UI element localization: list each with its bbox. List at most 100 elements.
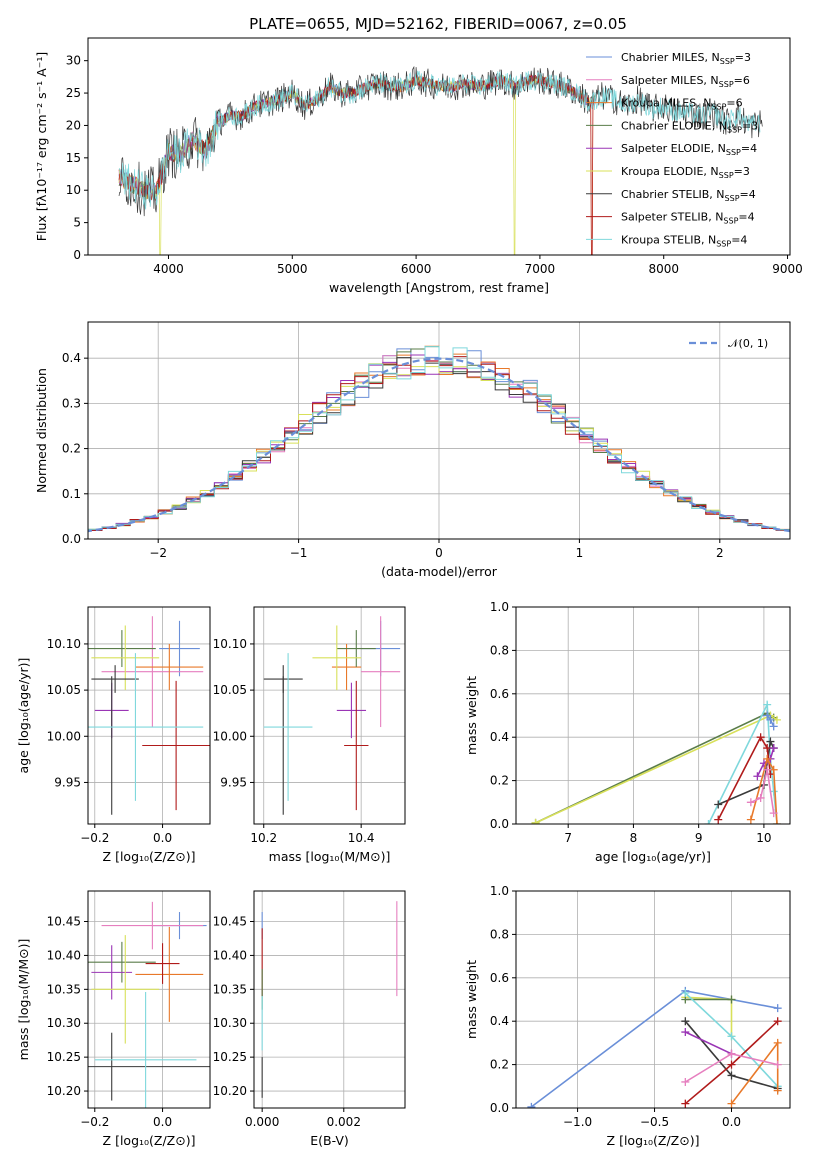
- y-tick-label: 0.3: [62, 396, 81, 410]
- weight-marker: [527, 1102, 536, 1108]
- y-tick-label: 10.30: [213, 1016, 247, 1030]
- weight-marker: [769, 809, 778, 818]
- plot-area: [261, 901, 398, 1098]
- legend-entry: Chabrier MILES, NSSP=3: [621, 51, 751, 66]
- x-axis-label: age [log₁₀(age/yr)]: [595, 849, 711, 864]
- weight-marker: [772, 820, 781, 824]
- y-tick-label: 10.20: [213, 1084, 247, 1098]
- weight-marker: [773, 1086, 782, 1095]
- plot-area: [88, 616, 210, 815]
- x-tick-label: 10: [756, 831, 771, 845]
- y-tick-label: 10.45: [213, 915, 247, 929]
- mass-vs-ebv-panel: 0.000 0.002 10.20 10.25 10.30 10.35 10.40 10.45…: [213, 890, 406, 1148]
- legend-entry: Salpeter STELIB, NSSP=4: [621, 211, 755, 226]
- figure-title: PLATE=0655, MJD=52162, FIBERID=0067, z=0…: [249, 15, 627, 33]
- x-tick-label: 9: [695, 831, 703, 845]
- x-tick-label: 9000: [772, 262, 803, 276]
- x-axis-label: (data-model)/error: [381, 564, 498, 579]
- y-tick-label: 1.0: [490, 884, 509, 898]
- weight-marker: [727, 1071, 736, 1080]
- x-tick-label: 0.002: [327, 1115, 361, 1129]
- legend-entry: 𝒩(0, 1): [728, 337, 768, 350]
- y-tick-label: 10.25: [47, 1050, 81, 1064]
- weight-marker: [773, 1060, 782, 1069]
- weight-marker: [763, 700, 772, 709]
- y-tick-label: 0.4: [490, 1014, 509, 1028]
- y-tick-label: 10.30: [47, 1016, 81, 1030]
- spectrum-line-kroupa-miles: [118, 74, 596, 255]
- x-tick-label: −0.5: [640, 1115, 669, 1129]
- age-vs-mass-panel: 10.2 10.4 9.95 10.00 10.05 10.10 mass [log₁₀(M…: [213, 606, 406, 864]
- x-tick-label: 0.0: [722, 1115, 741, 1129]
- x-tick-label: 0: [435, 546, 443, 560]
- legend-entry: Kroupa STELIB, NSSP=4: [621, 233, 747, 248]
- x-axis-label: Z [log₁₀(Z/Z⊙)]: [103, 849, 196, 864]
- spectrum-panel: 4000 5000 6000 7000 8000 9000 0 5 10 15 20 25 30 wave…: [34, 37, 803, 295]
- y-tick-label: 10.10: [47, 637, 81, 651]
- y-tick-label: 0.0: [62, 532, 81, 546]
- x-axis-label: Z [log₁₀(Z/Z⊙)]: [607, 1133, 700, 1148]
- y-tick-label: 1.0: [490, 600, 509, 614]
- x-tick-label: −1.0: [563, 1115, 592, 1129]
- weight-marker: [766, 737, 775, 746]
- y-axis-label: age [log₁₀(age/yr)]: [16, 658, 31, 774]
- legend-entry: Salpeter MILES, NSSP=6: [621, 74, 750, 89]
- weight-marker: [773, 1004, 782, 1013]
- weight-line: [684, 1031, 732, 1055]
- weight-marker: [753, 772, 762, 781]
- weight-line: [730, 1040, 779, 1105]
- y-tick-label: 0.8: [490, 927, 509, 941]
- y-tick-label: 0.6: [490, 687, 509, 701]
- weight-marker: [714, 815, 723, 824]
- weight-marker: [766, 715, 775, 724]
- y-tick-label: 0.1: [62, 487, 81, 501]
- plot-area: [88, 901, 210, 1108]
- weight-marker: [531, 818, 540, 824]
- axes-frame: [87, 890, 211, 1109]
- y-tick-label: 10.05: [213, 683, 247, 697]
- axes-frame: [87, 606, 211, 825]
- x-axis-label: E(B-V): [310, 1133, 349, 1148]
- weight-marker: [763, 765, 772, 774]
- axes-frame: [253, 606, 406, 825]
- legend-entry: Chabrier ELODIE, NSSP=3: [621, 119, 758, 134]
- y-axis-label: Normed distribution: [34, 368, 49, 493]
- y-tick-label: 0: [73, 248, 81, 262]
- legend-entry: Kroupa ELODIE, NSSP=3: [621, 165, 750, 180]
- weight-marker: [769, 722, 778, 731]
- weight-marker: [727, 1099, 736, 1108]
- y-tick-label: 25: [66, 86, 81, 100]
- residuals-histogram-panel: −2 −1 0 1 2 0.0 0.1 0.2 0.3 0.4 (data-model)/error…: [34, 321, 791, 579]
- y-tick-label: 10.10: [213, 637, 247, 651]
- y-tick-label: 0.2: [490, 1058, 509, 1072]
- x-tick-label: 2: [716, 546, 724, 560]
- y-tick-label: 0.4: [490, 730, 509, 744]
- axes-frame: [515, 890, 791, 1109]
- x-tick-label: −0.2: [80, 1115, 109, 1129]
- y-tick-label: 10.45: [47, 915, 81, 929]
- y-tick-label: 20: [66, 118, 81, 132]
- x-tick-label: 4000: [153, 262, 184, 276]
- plot-area: [88, 345, 790, 534]
- y-tick-label: 10.00: [213, 729, 247, 743]
- normal-curve: [88, 357, 790, 533]
- x-tick-label: 7: [564, 831, 572, 845]
- weight-line: [717, 738, 775, 806]
- spectrum-line-salpeter-stelib: [118, 74, 596, 255]
- weight-vs-metallicity-panel: −1.0 −0.5 0.0 0.0 0.2 0.4 0.6 0.8 1.0 Z [log₁₀(Z/…: [464, 884, 791, 1148]
- x-tick-label: 5000: [277, 262, 308, 276]
- plot-area: [531, 700, 781, 824]
- spectrum-line-kroupa-elodie: [118, 75, 596, 255]
- y-tick-label: 9.95: [220, 775, 247, 789]
- y-tick-label: 10.25: [213, 1050, 247, 1064]
- x-tick-label: 0.000: [245, 1115, 279, 1129]
- y-tick-label: 10.35: [213, 982, 247, 996]
- x-tick-label: −1: [290, 546, 308, 560]
- y-tick-label: 9.95: [54, 775, 81, 789]
- y-tick-label: 0.8: [490, 643, 509, 657]
- x-tick-label: 6000: [401, 262, 432, 276]
- y-tick-label: 0.2: [62, 442, 81, 456]
- y-tick-label: 30: [66, 54, 81, 68]
- legend-entry: Chabrier STELIB, NSSP=4: [621, 188, 756, 203]
- weight-marker: [769, 744, 778, 753]
